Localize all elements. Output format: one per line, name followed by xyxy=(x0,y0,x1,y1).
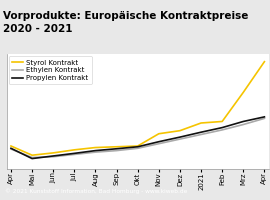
Ethylen Kontrakt xyxy=(115,149,118,152)
Styrol Kontrakt xyxy=(242,91,245,94)
Propylen Kontrakt xyxy=(52,155,55,157)
Ethylen Kontrakt xyxy=(94,151,97,153)
Styrol Kontrakt xyxy=(221,120,224,123)
Propylen Kontrakt xyxy=(31,157,34,160)
Line: Propylen Kontrakt: Propylen Kontrakt xyxy=(11,117,264,159)
Ethylen Kontrakt xyxy=(136,147,139,150)
Styrol Kontrakt xyxy=(73,149,76,151)
Legend: Styrol Kontrakt, Ethylen Kontrakt, Propylen Kontrakt: Styrol Kontrakt, Ethylen Kontrakt, Propy… xyxy=(9,56,92,84)
Ethylen Kontrakt xyxy=(52,156,55,158)
Propylen Kontrakt xyxy=(9,147,13,150)
Propylen Kontrakt xyxy=(263,116,266,118)
Propylen Kontrakt xyxy=(178,136,181,138)
Styrol Kontrakt xyxy=(157,133,160,135)
Text: Vorprodukte: Europäische Kontraktpreise
2020 - 2021: Vorprodukte: Europäische Kontraktpreise … xyxy=(3,11,249,34)
Propylen Kontrakt xyxy=(73,152,76,155)
Ethylen Kontrakt xyxy=(178,138,181,140)
Propylen Kontrakt xyxy=(115,148,118,150)
Propylen Kontrakt xyxy=(136,146,139,148)
Styrol Kontrakt xyxy=(263,60,266,63)
Styrol Kontrakt xyxy=(52,152,55,154)
Ethylen Kontrakt xyxy=(263,117,266,120)
Ethylen Kontrakt xyxy=(9,148,13,150)
Styrol Kontrakt xyxy=(9,145,13,147)
Propylen Kontrakt xyxy=(242,120,245,123)
Propylen Kontrakt xyxy=(94,149,97,152)
Ethylen Kontrakt xyxy=(157,142,160,145)
Propylen Kontrakt xyxy=(157,141,160,143)
Ethylen Kontrakt xyxy=(200,133,203,136)
Propylen Kontrakt xyxy=(200,131,203,133)
Styrol Kontrakt xyxy=(178,129,181,132)
Styrol Kontrakt xyxy=(136,145,139,147)
Line: Ethylen Kontrakt: Ethylen Kontrakt xyxy=(11,118,264,158)
Styrol Kontrakt xyxy=(115,146,118,148)
Propylen Kontrakt xyxy=(221,126,224,129)
Styrol Kontrakt xyxy=(200,122,203,124)
Text: © 2021 Kunststoff Information, Bad Homburg - www.kiweb.de: © 2021 Kunststoff Information, Bad Hombu… xyxy=(5,189,188,194)
Ethylen Kontrakt xyxy=(73,153,76,156)
Styrol Kontrakt xyxy=(31,154,34,156)
Styrol Kontrakt xyxy=(94,146,97,149)
Line: Styrol Kontrakt: Styrol Kontrakt xyxy=(11,62,264,155)
Ethylen Kontrakt xyxy=(242,123,245,126)
Ethylen Kontrakt xyxy=(221,129,224,131)
Ethylen Kontrakt xyxy=(31,156,34,159)
